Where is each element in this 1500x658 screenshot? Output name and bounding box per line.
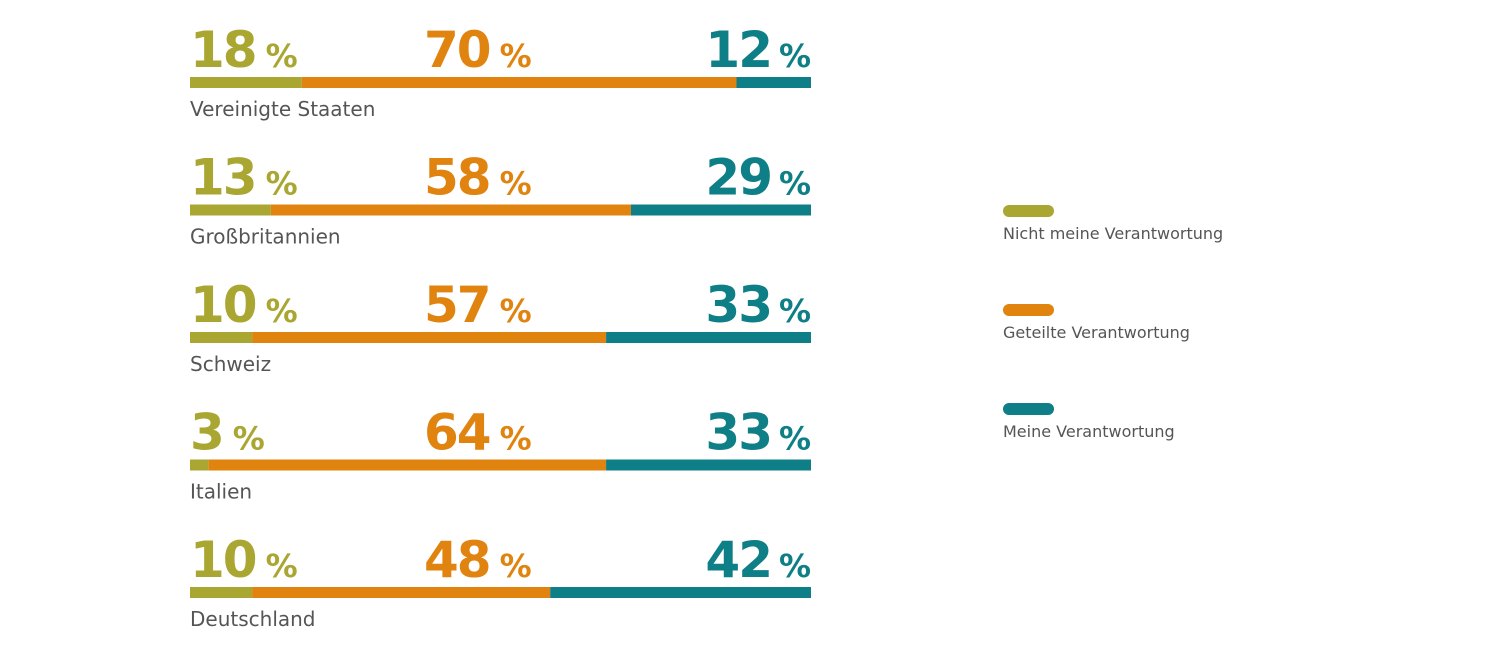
bar-segment (190, 77, 302, 88)
unit-label: % (779, 420, 811, 458)
category-label: Deutschland (190, 607, 316, 631)
bar-segment (252, 587, 551, 598)
legend-label: Geteilte Verantwortung (1003, 323, 1190, 342)
bar-segment (736, 77, 811, 88)
legend-label: Meine Verantwortung (1003, 422, 1175, 441)
unit-label: % (779, 547, 811, 585)
unit-label: % (233, 420, 265, 458)
bar-segment (190, 332, 253, 343)
bar-segment (606, 332, 811, 343)
bar-segment (252, 332, 607, 343)
value-label: 10 (190, 531, 256, 589)
value-label: 18 (190, 21, 256, 79)
bar-segment (208, 459, 607, 471)
unit-label: % (500, 420, 532, 458)
bar-segment (270, 204, 631, 216)
value-label: 42 (705, 531, 771, 589)
value-label: 10 (190, 276, 256, 334)
value-label: 29 (705, 149, 771, 207)
unit-label: % (500, 165, 532, 203)
unit-label: % (266, 165, 298, 203)
bar-segment (630, 204, 811, 216)
bar-segment (190, 587, 253, 598)
category-label: Schweiz (190, 352, 271, 376)
value-label: 70 (424, 21, 490, 79)
unit-label: % (266, 37, 298, 75)
bar-segment (301, 77, 737, 88)
unit-label: % (500, 292, 532, 330)
value-label: 12 (705, 21, 771, 79)
bar-segment (606, 459, 811, 471)
bar-segment (550, 587, 811, 598)
unit-label: % (500, 37, 532, 75)
value-label: 3 (190, 404, 223, 462)
unit-label: % (266, 547, 298, 585)
legend-swatch (1003, 205, 1054, 217)
legend-label: Nicht meine Verantwortung (1003, 224, 1223, 243)
value-label: 33 (705, 276, 771, 334)
value-label: 33 (705, 404, 771, 462)
bar-segment (190, 204, 271, 216)
unit-label: % (779, 292, 811, 330)
legend-swatch (1003, 304, 1054, 316)
unit-label: % (779, 37, 811, 75)
category-label: Italien (190, 480, 252, 504)
unit-label: % (266, 292, 298, 330)
legend-swatch (1003, 403, 1054, 415)
value-label: 48 (424, 531, 490, 589)
value-label: 57 (424, 276, 490, 334)
value-label: 64 (424, 404, 490, 462)
bar-segment (190, 459, 209, 471)
value-label: 58 (424, 149, 490, 207)
unit-label: % (779, 165, 811, 203)
category-label: Vereinigte Staaten (190, 97, 375, 121)
value-label: 13 (190, 149, 256, 207)
category-label: Großbritannien (190, 225, 341, 249)
unit-label: % (500, 547, 532, 585)
